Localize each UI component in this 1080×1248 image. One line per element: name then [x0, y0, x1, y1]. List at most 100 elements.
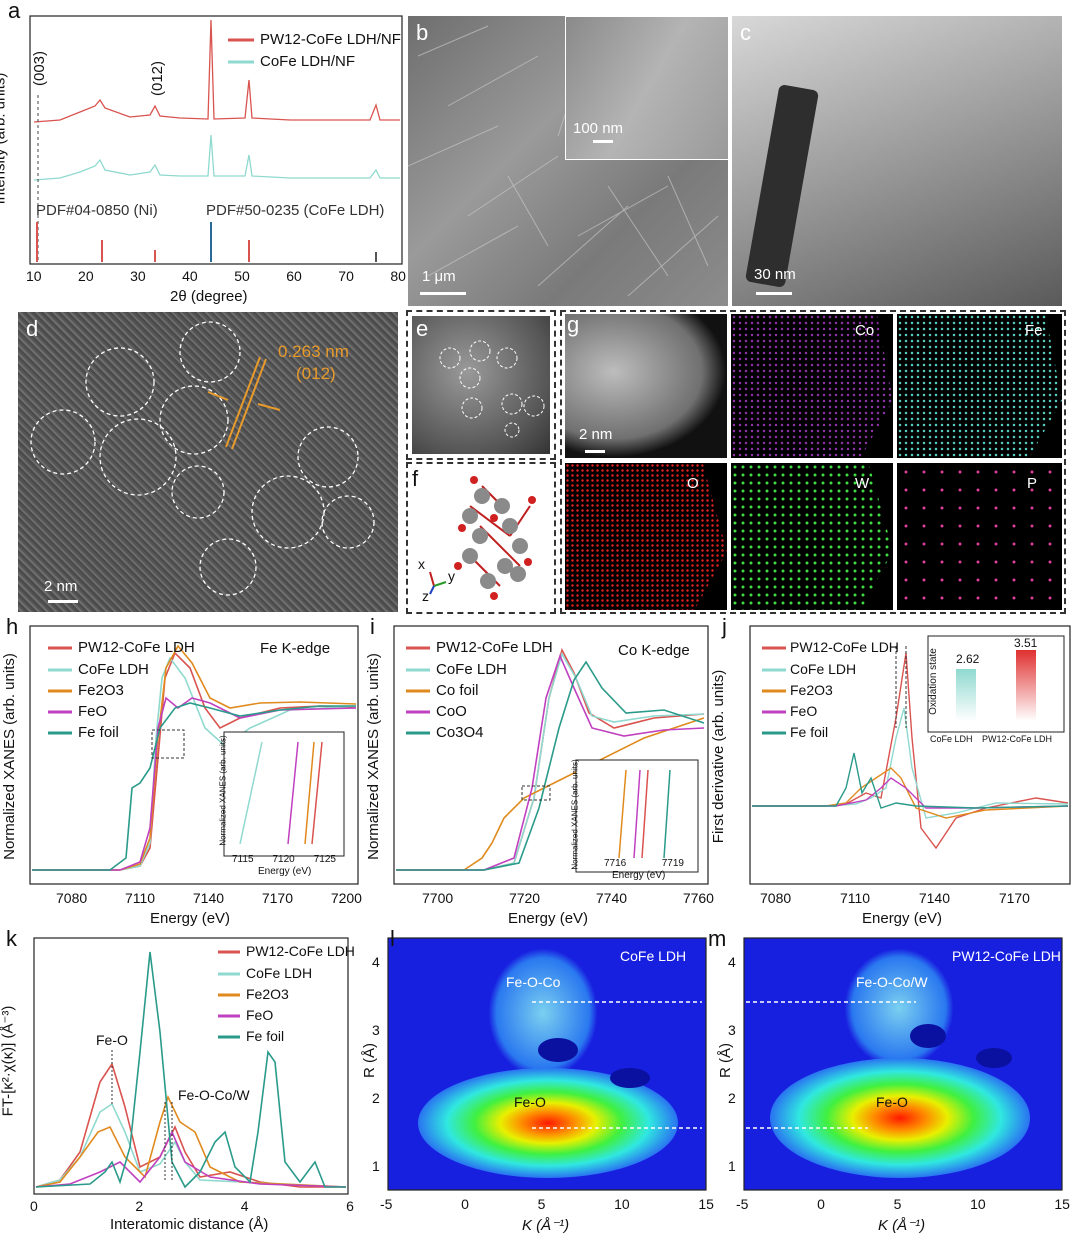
- panel-letter: c: [740, 20, 751, 45]
- legend-3: FeO: [790, 703, 818, 719]
- scale-label: 2 nm: [579, 426, 613, 443]
- pdf-ldh-label: PDF#50-0235 (CoFe LDH): [206, 202, 385, 219]
- annot-fe-o-co-w: Fe-O-Co/W: [178, 1087, 250, 1103]
- inset-cat-0: CoFe LDH: [930, 734, 973, 744]
- panel-j: j PW12-CoFe LDH CoFe LDH Fe2O3 FeO Fe fo…: [710, 614, 1078, 930]
- panel-letter: f: [412, 466, 419, 491]
- y-axis-label: R (Å): [717, 1043, 734, 1078]
- legend-0: PW12-CoFe LDH: [790, 639, 899, 655]
- y-axis-label: Normalized XANES (arb. units): [0, 653, 18, 860]
- axis-z: z: [422, 588, 429, 604]
- panel-letter: a: [8, 0, 21, 23]
- panel-h: h Fe K-edge PW12-CoFe LDH CoFe LDH Fe2O3…: [0, 614, 362, 930]
- y-axis-label: Intensity (arb. units): [0, 72, 9, 205]
- legend-0: PW12-CoFe LDH: [78, 639, 195, 656]
- x-axis-label: 2θ (degree): [170, 288, 248, 305]
- map-w: W: [731, 463, 893, 610]
- x-axis-label: Energy (eV): [862, 910, 943, 927]
- panel-letter: h: [6, 614, 19, 639]
- element-label-co: Co: [855, 322, 875, 339]
- peak-label-012: (012): [149, 60, 167, 97]
- panel-f-structure: f x y z: [410, 466, 552, 610]
- legend-2: Fe2O3: [790, 682, 833, 698]
- legend-1: CoFe LDH: [436, 661, 507, 678]
- hrtem-annotations: [30, 321, 375, 596]
- legend-2: Co foil: [436, 682, 479, 699]
- co-xanes-chart: [393, 625, 709, 885]
- legend-2: Fe2O3: [78, 682, 124, 699]
- wavelet-frame: [743, 937, 1063, 1191]
- map-title: PW12-CoFe LDH: [952, 948, 1061, 964]
- element-label-o: O: [687, 475, 699, 492]
- legend-1: CoFe LDH: [78, 661, 149, 678]
- lattice-spacing: 0.263 nm: [278, 342, 349, 361]
- exafs-chart: [33, 937, 349, 1195]
- x-ticks: -5 0 5 10 15: [736, 1196, 1070, 1212]
- inset-cat-1: PW12-CoFe LDH: [982, 734, 1053, 744]
- element-label-fe: Fe: [1025, 322, 1043, 339]
- legend-4: Fe foil: [78, 724, 119, 741]
- element-label-p: P: [1027, 475, 1038, 492]
- inset-xticks: 7115 7120 7125: [232, 854, 336, 865]
- panel-letter: d: [26, 316, 39, 341]
- xrd-chart: [29, 15, 403, 265]
- legend-4: Co3O4: [436, 724, 484, 741]
- panel-e-box: [406, 310, 556, 460]
- y-axis-label: FT-[κ²·χ(κ)] (Å⁻³): [0, 1005, 17, 1117]
- lattice-plane: (012): [296, 364, 336, 383]
- tem-dark-feature: [744, 84, 820, 288]
- edge-title: Fe K-edge: [260, 640, 331, 657]
- legend-4: Fe foil: [790, 724, 829, 740]
- pdf-ni-label: PDF#04-0850 (Ni): [36, 202, 158, 219]
- inset-xlabel: Energy (eV): [258, 866, 312, 877]
- panel-f-box: [406, 462, 556, 614]
- annot-bottom: Fe-O: [876, 1094, 908, 1110]
- panel-i: i Co K-edge PW12-CoFe LDH CoFe LDH Co fo…: [364, 614, 714, 930]
- panel-a: a PW12-CoFe LDH/NF CoFe LDH/NF (003) (01…: [0, 0, 408, 310]
- panel-d-hrtem-image: d 0.263 nm (012) 2 nm: [18, 312, 398, 612]
- panel-c-tem-image: c 30 nm: [732, 16, 1062, 306]
- legend-1: CoFe LDH: [790, 661, 857, 677]
- x-ticks: 7080 7110 7140 7170: [760, 890, 1030, 906]
- x-ticks: 10 20 30 40 50 60 70 80: [26, 268, 406, 284]
- x-ticks: -5 0 5 10 15: [380, 1196, 714, 1212]
- x-ticks: 7080 7110 7140 7170 7200: [56, 890, 362, 906]
- map-p: P: [897, 463, 1062, 610]
- inset-scale-bar: [593, 140, 613, 143]
- panel-letter: g: [567, 314, 580, 337]
- wavelet-map: [744, 938, 1062, 1190]
- derivative-chart: [749, 625, 1071, 885]
- wavelet-frame: [387, 937, 707, 1191]
- y-axis-label: Normalized XANES (arb. units): [364, 653, 382, 860]
- annot-fe-o: Fe-O: [96, 1032, 128, 1048]
- panel-e-haadf-image: e: [412, 316, 550, 454]
- x-axis-label: K (Å⁻¹): [522, 1217, 570, 1234]
- legend-1: CoFe LDH: [246, 965, 313, 981]
- map-fe: Fe: [897, 314, 1062, 458]
- legend-3: FeO: [246, 1007, 274, 1023]
- inset-ylabel: Oxidation state: [927, 648, 939, 715]
- panel-letter: b: [416, 20, 429, 45]
- inset-ylabel: Normalized XANES (arb. units): [218, 735, 228, 846]
- y-axis-label: R (Å): [361, 1043, 378, 1078]
- legend-cofe: CoFe LDH/NF: [260, 53, 356, 70]
- inset-scale-label: 100 nm: [573, 120, 624, 137]
- panel-k: k PW12-CoFe LDH CoFe LDH Fe2O3 FeO Fe fo…: [0, 926, 360, 1243]
- inset-xlabel: Energy (eV): [612, 870, 666, 881]
- x-axis-label: Energy (eV): [150, 910, 231, 927]
- map-o: O: [565, 463, 727, 610]
- legend-pw12: PW12-CoFe LDH/NF: [260, 31, 401, 48]
- map-title: CoFe LDH: [620, 948, 687, 964]
- scale-bar: [585, 450, 605, 453]
- keggin-structure: [429, 476, 536, 600]
- panel-letter: l: [390, 926, 395, 951]
- inset-bar-value-1: 3.51: [1014, 636, 1038, 650]
- x-axis-label: Interatomic distance (Å): [110, 1216, 269, 1233]
- scale-bar: [420, 292, 466, 295]
- panel-letter: e: [416, 316, 429, 341]
- x-axis-label: K (Å⁻¹): [878, 1217, 926, 1234]
